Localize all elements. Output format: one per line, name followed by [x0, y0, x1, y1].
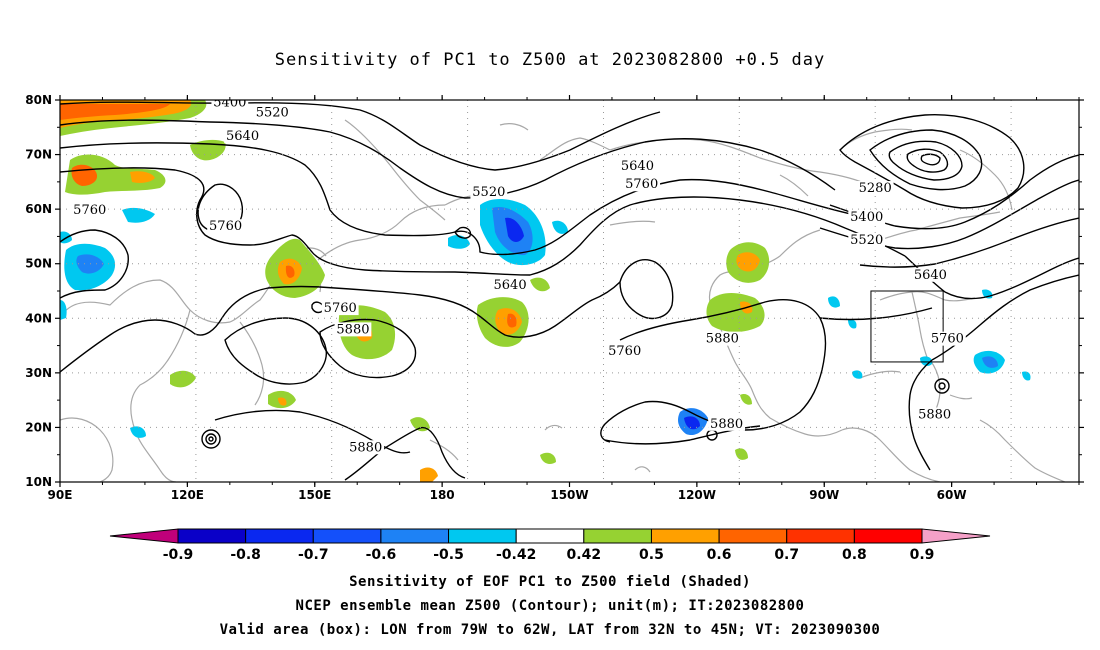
colorbar-label: -0.5: [433, 547, 464, 563]
lat-tick-label: 50N: [25, 257, 52, 271]
colorbar-label: -0.8: [230, 547, 261, 563]
colorbar-swatch: [177, 528, 247, 544]
contour-label-bg: [470, 184, 508, 199]
colorbar-swatch: [650, 528, 720, 544]
caption-contour: NCEP ensemble mean Z500 (Contour); unit(…: [295, 598, 805, 614]
colorbar-label: -0.9: [163, 547, 194, 563]
lat-tick-label: 10N: [25, 475, 52, 489]
colorbar-swatch: [718, 528, 788, 544]
contour-label: 5760: [209, 219, 242, 234]
contour-label-bg: [708, 416, 745, 431]
lat-tick-label: 20N: [25, 420, 52, 434]
contour-label: 5640: [226, 129, 259, 144]
contour-label: 5760: [73, 203, 106, 218]
colorbar-label: 0.9: [910, 547, 935, 563]
contour-label-bg: [619, 159, 656, 174]
contour-label: 5640: [494, 278, 527, 293]
colorbar-swatch: [515, 528, 585, 544]
contour-label: 5400: [213, 95, 246, 110]
contour-label: 5880: [336, 322, 369, 337]
contour-labels: 5400 5520 5640 5760 5760 5760 5880 5880 5520 5640…: [71, 95, 966, 455]
colorbar-swatch: [245, 528, 314, 544]
contour-label-bg: [491, 278, 529, 293]
colorbar-arrow-right: [921, 528, 991, 544]
contour-label-bg: [623, 177, 661, 192]
lat-tick-label: 30N: [25, 366, 52, 380]
lat-tick-label: 40N: [25, 311, 52, 325]
contour-label-bg: [347, 440, 385, 455]
contour-label: 5640: [621, 159, 654, 174]
contour-label: 5520: [256, 106, 289, 121]
lon-tick-label: 180: [430, 488, 455, 502]
contour-label: 5640: [914, 268, 947, 283]
colorbar-label: -0.7: [298, 547, 329, 563]
caption-shading: Sensitivity of EOF PC1 to Z500 field (Sh…: [349, 574, 751, 590]
contour-label-bg: [848, 209, 886, 224]
contour-label-bg: [224, 129, 261, 144]
colorbar-swatch: [448, 528, 517, 544]
colorbar-label: 0.5: [639, 547, 664, 563]
lon-tick-label: 90E: [48, 488, 73, 502]
colorbar-swatch: [583, 528, 652, 544]
contour-label-bg: [71, 202, 109, 217]
lon-tick-label: 90W: [809, 488, 839, 502]
contour-label: 5760: [625, 177, 658, 192]
contour-label-bg: [703, 331, 741, 346]
caption-valid-area: Valid area (box): LON from 79W to 62W, L…: [219, 622, 881, 638]
contour-label: 5760: [931, 332, 964, 347]
colorbar-label: 0.42: [567, 547, 602, 563]
contour-label: 5880: [706, 332, 739, 347]
contour-label: 5400: [850, 210, 883, 225]
contour-label-bg: [928, 331, 966, 346]
lat-tick-label: 80N: [25, 93, 52, 107]
colorbar-label: 0.7: [774, 547, 799, 563]
contour-label: 5880: [349, 440, 382, 455]
contour-label: 5880: [710, 417, 743, 432]
contour-label-bg: [211, 100, 249, 110]
valid-area-box: [870, 290, 944, 363]
contour-label-bg: [916, 407, 954, 422]
contour-label: 5520: [850, 233, 883, 248]
colorbar: -0.9 -0.8 -0.7 -0.6 -0.5 -0.42 0.42 0.5 0.6 0.7 0.…: [109, 528, 991, 563]
lon-tick-label: 120W: [678, 488, 716, 502]
lat-tick-label: 60N: [25, 202, 52, 216]
colorbar-swatch: [312, 528, 382, 544]
contour-label: 5520: [472, 185, 505, 200]
contour-label-bg: [334, 322, 372, 337]
colorbar-label: 0.6: [707, 547, 732, 563]
contour-label-bg: [321, 301, 359, 316]
contour-label-bg: [911, 267, 949, 282]
colorbar-swatch: [853, 528, 923, 544]
contour-label-bg: [606, 344, 644, 359]
colorbar-label: -0.42: [496, 547, 536, 563]
colorbar-swatch: [786, 528, 855, 544]
contour-label-bg: [856, 181, 894, 196]
contour-label: 5760: [324, 301, 357, 316]
colorbar-arrow-left: [109, 528, 179, 544]
contour-label-bg: [253, 105, 291, 120]
lon-tick-label: 120E: [171, 488, 204, 502]
contour-label: 5760: [608, 344, 641, 359]
lon-tick-label: 60W: [937, 488, 967, 502]
contour-label-bg: [848, 232, 886, 247]
contour-label-bg: [207, 219, 244, 234]
colorbar-label: 0.8: [842, 547, 867, 563]
lat-tick-label: 70N: [25, 148, 52, 162]
contour-label: 5880: [918, 408, 951, 423]
colorbar-swatch: [380, 528, 450, 544]
colorbar-label: -0.6: [366, 547, 397, 563]
map-title: Sensitivity of PC1 to Z500 at 2023082800…: [274, 50, 826, 70]
contour-label: 5280: [859, 181, 892, 196]
lon-tick-label: 150E: [298, 488, 331, 502]
lon-tick-label: 150W: [550, 488, 588, 502]
